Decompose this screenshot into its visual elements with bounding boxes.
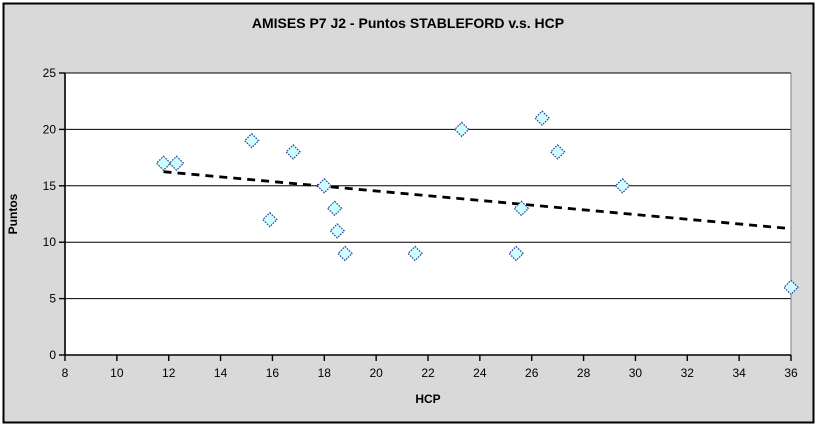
gridlines-layer: [65, 72, 791, 300]
x-tick-label-10: 10: [110, 366, 124, 380]
trendline[interactable]: [163, 170, 792, 231]
x-tick-label-14: 14: [214, 366, 228, 380]
x-tick-label-30: 30: [629, 366, 643, 380]
data-point-marker[interactable]: [329, 223, 346, 239]
tick-marks-layer: [59, 72, 792, 361]
data-point-marker[interactable]: [168, 155, 185, 172]
x-tick-label-36: 36: [784, 366, 798, 380]
data-point-marker[interactable]: [316, 177, 333, 194]
x-tick-label-18: 18: [318, 366, 332, 380]
x-tick-label-32: 32: [681, 366, 695, 380]
x-tick-label-16: 16: [266, 366, 280, 380]
data-point-marker[interactable]: [534, 110, 550, 126]
data-point-marker[interactable]: [155, 155, 172, 172]
y-tick-label-5: 5: [49, 292, 56, 306]
data-point-marker[interactable]: [337, 245, 353, 262]
x-tick-label-34: 34: [732, 366, 746, 380]
x-tick-label-28: 28: [577, 366, 591, 380]
x-tick-label-12: 12: [162, 366, 176, 380]
data-point-marker[interactable]: [549, 144, 566, 160]
data-point-marker[interactable]: [243, 132, 260, 149]
data-point-marker[interactable]: [614, 177, 631, 194]
x-tick-label-20: 20: [369, 366, 383, 380]
data-point-marker[interactable]: [513, 200, 530, 217]
y-tick-label-10: 10: [43, 235, 57, 249]
data-point-marker[interactable]: [261, 211, 278, 228]
trendline-layer[interactable]: [163, 170, 792, 231]
data-points-layer[interactable]: [155, 110, 799, 296]
y-tick-label-20: 20: [43, 122, 57, 136]
x-tick-label-22: 22: [421, 366, 435, 380]
data-point-marker[interactable]: [453, 121, 470, 138]
data-point-marker[interactable]: [508, 245, 525, 262]
x-axis-title: HCP: [415, 392, 440, 406]
data-point-marker[interactable]: [407, 245, 423, 262]
y-tick-label-25: 25: [43, 66, 57, 80]
data-point-marker[interactable]: [783, 279, 799, 296]
x-tick-label-8: 8: [62, 366, 69, 380]
y-axis-title: Puntos: [6, 193, 20, 234]
chart-title: AMISES P7 J2 - Puntos STABLEFORD v.s. HC…: [252, 15, 564, 31]
y-tick-label-15: 15: [43, 179, 57, 193]
data-point-marker[interactable]: [285, 144, 302, 160]
plot-area: [65, 73, 791, 355]
y-tick-label-0: 0: [49, 348, 56, 362]
data-point-marker[interactable]: [326, 200, 343, 217]
x-tick-label-26: 26: [525, 366, 539, 380]
x-tick-label-24: 24: [473, 366, 487, 380]
tick-labels-layer: 8 10 12 14 16 18 20 22 24 26 28 30 32 34 36 0 5 10 15 20 25: [43, 66, 798, 380]
